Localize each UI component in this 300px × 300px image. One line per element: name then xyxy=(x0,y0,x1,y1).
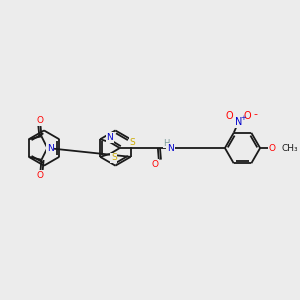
Text: H: H xyxy=(164,139,170,148)
Text: O: O xyxy=(37,116,44,125)
Text: CH₃: CH₃ xyxy=(282,143,298,152)
Text: N: N xyxy=(167,143,174,152)
Text: S: S xyxy=(111,153,117,162)
Text: N: N xyxy=(47,143,54,152)
Text: O: O xyxy=(226,111,234,121)
Text: -: - xyxy=(253,109,257,119)
Text: +: + xyxy=(241,115,246,121)
Text: O: O xyxy=(244,111,251,121)
Text: O: O xyxy=(37,171,44,180)
Text: S: S xyxy=(130,138,135,147)
Text: N: N xyxy=(235,117,242,127)
Text: O: O xyxy=(152,160,158,169)
Text: O: O xyxy=(268,143,275,152)
Text: N: N xyxy=(106,133,113,142)
